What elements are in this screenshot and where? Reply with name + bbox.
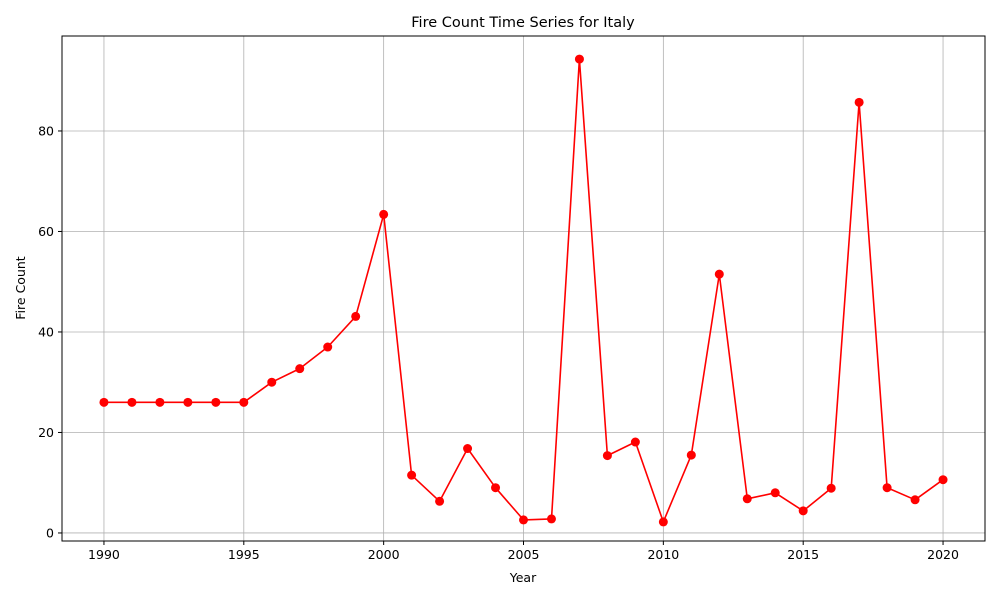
data-point: [574, 54, 584, 64]
x-axis-label: Year: [509, 570, 537, 585]
data-point: [435, 496, 445, 506]
data-point: [351, 311, 361, 321]
y-tick-label: 40: [38, 324, 54, 339]
chart-title: Fire Count Time Series for Italy: [411, 15, 635, 31]
data-point: [239, 397, 249, 407]
data-point: [491, 483, 501, 493]
data-point: [910, 495, 920, 505]
data-point: [99, 397, 109, 407]
y-axis-ticks: 0 20 40 60 80: [38, 123, 62, 540]
grid-lines: [62, 36, 985, 541]
data-point: [267, 377, 277, 387]
data-point: [155, 397, 165, 407]
data-point: [742, 494, 752, 504]
x-axis-ticks: 1990 1995 2000 2005 2010 2015 2020: [88, 541, 959, 562]
x-tick-label: 2015: [787, 547, 819, 562]
data-point: [854, 97, 864, 107]
data-point: [323, 342, 333, 352]
data-point: [127, 397, 137, 407]
y-tick-label: 0: [46, 525, 54, 540]
data-point: [546, 514, 556, 524]
y-tick-label: 20: [38, 425, 54, 440]
data-point: [211, 397, 221, 407]
data-point: [519, 515, 528, 525]
data-point: [658, 517, 668, 527]
x-tick-label: 1995: [228, 547, 260, 562]
data-point: [798, 506, 808, 516]
x-tick-label: 2000: [368, 547, 400, 562]
series-line-group: [99, 54, 948, 527]
x-tick-label: 2005: [508, 547, 540, 562]
data-point: [630, 437, 640, 447]
y-tick-label: 80: [38, 123, 54, 138]
data-point: [826, 483, 836, 493]
x-tick-label: 1990: [88, 547, 120, 562]
data-point: [463, 444, 473, 454]
data-point: [602, 451, 612, 461]
data-point: [686, 450, 696, 460]
data-point: [183, 397, 193, 407]
data-point: [882, 483, 892, 493]
data-point: [938, 475, 948, 485]
data-point: [295, 364, 305, 374]
data-point: [714, 269, 724, 279]
y-axis-label: Fire Count: [13, 256, 28, 320]
data-point: [770, 488, 780, 498]
data-point: [407, 470, 417, 480]
data-point: [379, 209, 389, 219]
x-tick-label: 2020: [927, 547, 959, 562]
y-tick-label: 60: [38, 224, 54, 239]
x-tick-label: 2010: [647, 547, 679, 562]
